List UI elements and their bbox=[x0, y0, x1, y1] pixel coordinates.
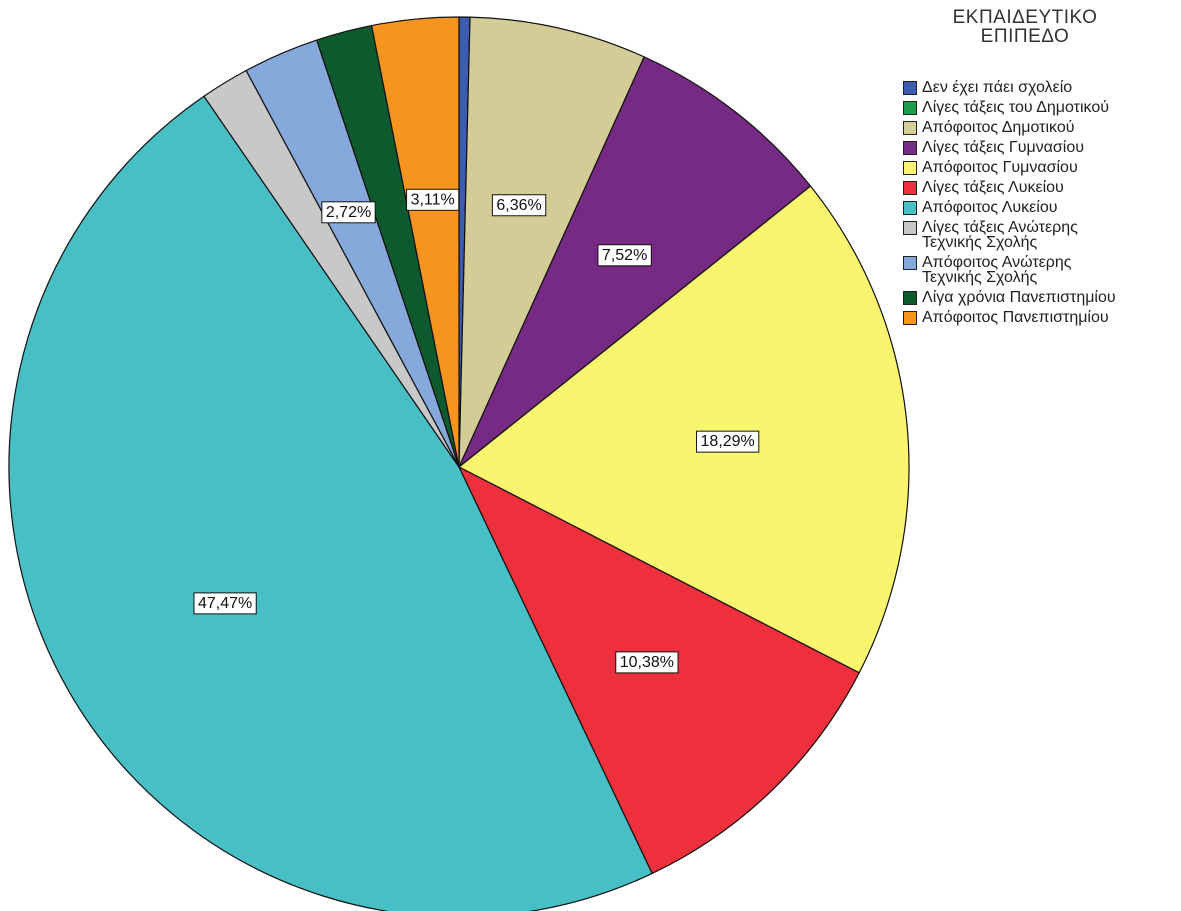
legend-swatch-1 bbox=[903, 81, 917, 95]
legend-item-3: Απόφοιτος Δημοτικού bbox=[903, 118, 1178, 136]
legend-label-3: Απόφοιτος Δημοτικού bbox=[922, 119, 1075, 136]
legend-item-10: Λίγα χρόνια Πανεπιστημίου bbox=[903, 288, 1178, 306]
legend-label-11: Απόφοιτος Πανεπιστημίου bbox=[922, 309, 1109, 326]
data-label-text-3: 6,36% bbox=[496, 197, 541, 214]
pie-slices bbox=[8, 16, 910, 911]
legend-title-line-1: ΕΚΠΑΙΔΕΥΤΙΚΟ bbox=[952, 7, 1098, 28]
legend-item-8: Λίγες τάξεις Ανώτερης Τεχνικής Σχολής bbox=[903, 218, 1178, 251]
legend-swatch-9 bbox=[903, 256, 917, 270]
legend-swatch-6 bbox=[903, 181, 917, 195]
data-label-text-7: 47,47% bbox=[198, 595, 252, 612]
data-label-box-7 bbox=[193, 592, 257, 615]
pie-slice-5 bbox=[458, 185, 910, 674]
data-label-9: 2,72% bbox=[321, 201, 376, 224]
data-label-4: 7,52% bbox=[597, 244, 652, 267]
data-label-box-3 bbox=[491, 194, 547, 217]
pie-slice-7 bbox=[8, 95, 653, 911]
legend-item-4: Λίγες τάξεις Γυμνασίου bbox=[903, 138, 1178, 156]
data-label-box-5 bbox=[696, 430, 760, 453]
data-label-7: 47,47% bbox=[193, 592, 257, 615]
data-label-box-11 bbox=[406, 188, 460, 211]
data-label-box-9 bbox=[321, 201, 376, 224]
data-label-5: 18,29% bbox=[696, 430, 760, 453]
pie-slice-11 bbox=[371, 16, 460, 468]
pie-data-labels: 6,36% 7,52% 18,29% 10,38% 47,47% 2,72% 3,11% bbox=[193, 188, 760, 674]
legend-swatch-4 bbox=[903, 141, 917, 155]
data-label-6: 10,38% bbox=[615, 651, 679, 674]
pie-slice-3 bbox=[458, 16, 645, 468]
legend-title-line-2: ΕΠΙΠΕΔΟ bbox=[980, 26, 1070, 47]
legend-swatch-11 bbox=[903, 311, 917, 325]
legend-title: ΕΚΠΑΙΔΕΥΤΙΚΟ ΕΠΙΠΕΔΟ bbox=[905, 8, 1145, 46]
legend-item-2: Λίγες τάξεις του Δημοτικού bbox=[903, 98, 1178, 116]
data-label-text-5: 18,29% bbox=[701, 433, 755, 450]
data-label-3: 6,36% bbox=[491, 194, 547, 217]
legend: Δεν έχει πάει σχολείο Λίγες τάξεις του Δη… bbox=[903, 78, 1178, 328]
legend-item-11: Απόφοιτος Πανεπιστημίου bbox=[903, 308, 1178, 326]
legend-swatch-5 bbox=[903, 161, 917, 175]
legend-swatch-8 bbox=[903, 221, 917, 235]
legend-item-6: Λίγες τάξεις Λυκείου bbox=[903, 178, 1178, 196]
data-label-text-6: 10,38% bbox=[620, 654, 674, 671]
legend-label-9: Απόφοιτος Ανώτερης Τεχνικής Σχολής bbox=[922, 254, 1072, 286]
data-label-11: 3,11% bbox=[406, 188, 460, 211]
legend-label-4: Λίγες τάξεις Γυμνασίου bbox=[922, 139, 1084, 156]
legend-label-2: Λίγες τάξεις του Δημοτικού bbox=[922, 99, 1109, 116]
legend-swatch-7 bbox=[903, 201, 917, 215]
legend-label-8: Λίγες τάξεις Ανώτερης Τεχνικής Σχολής bbox=[922, 219, 1078, 251]
legend-label-1: Δεν έχει πάει σχολείο bbox=[922, 79, 1073, 96]
legend-item-7: Απόφοιτος Λυκείου bbox=[903, 198, 1178, 216]
data-label-text-11: 3,11% bbox=[411, 191, 455, 208]
data-label-text-4: 7,52% bbox=[602, 247, 647, 264]
data-label-text-9: 2,72% bbox=[326, 204, 371, 221]
legend-label-6: Λίγες τάξεις Λυκείου bbox=[922, 179, 1064, 196]
legend-label-5: Απόφοιτος Γυμνασίου bbox=[922, 159, 1078, 176]
legend-item-5: Απόφοιτος Γυμνασίου bbox=[903, 158, 1178, 176]
legend-swatch-2 bbox=[903, 101, 917, 115]
data-label-box-6 bbox=[615, 651, 679, 674]
legend-label-10: Λίγα χρόνια Πανεπιστημίου bbox=[922, 289, 1116, 306]
legend-swatch-10 bbox=[903, 291, 917, 305]
legend-item-9: Απόφοιτος Ανώτερης Τεχνικής Σχολής bbox=[903, 253, 1178, 286]
legend-swatch-3 bbox=[903, 121, 917, 135]
legend-label-7: Απόφοιτος Λυκείου bbox=[922, 199, 1058, 216]
legend-item-1: Δεν έχει πάει σχολείο bbox=[903, 78, 1178, 96]
data-label-box-4 bbox=[597, 244, 652, 267]
